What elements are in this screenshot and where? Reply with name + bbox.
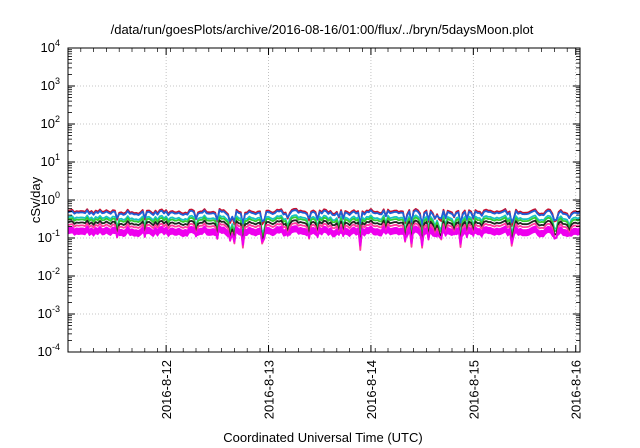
x-tick-label: 2016-8-12 — [159, 360, 174, 419]
y-tick-label: 10-3 — [38, 304, 60, 321]
series-layer — [67, 207, 581, 251]
series-line-5 — [67, 219, 581, 247]
x-tick-label: 2016-8-13 — [262, 360, 277, 419]
axes — [67, 47, 581, 353]
series-line-2 — [67, 209, 581, 226]
y-tick-label: 104 — [41, 38, 60, 55]
series-line-6 — [67, 222, 581, 251]
series-line-4 — [67, 216, 581, 243]
y-tick-label: 10-4 — [38, 342, 60, 359]
y-tick-label: 101 — [41, 152, 60, 169]
chart-title: /data/run/goesPlots/archive/2016-08-16/0… — [111, 22, 534, 37]
x-axis-label: Coordinated Universal Time (UTC) — [223, 430, 422, 445]
x-tick-label: 2016-8-14 — [364, 360, 379, 419]
x-tick-label: 2016-8-15 — [466, 360, 481, 419]
grid-lines — [68, 48, 580, 352]
series-line-3 — [67, 214, 581, 240]
y-tick-label: 10-1 — [38, 228, 60, 245]
plot-frame — [67, 47, 581, 353]
y-tick-label: 103 — [41, 76, 60, 93]
tick-labels: 10-4 10-3 10-2 10-1 100 101 102 103 104 2016-8-12… — [38, 38, 584, 419]
y-axis-label: cSv/day — [28, 176, 43, 223]
x-tick-label: 2016-8-16 — [569, 360, 584, 419]
series-line-7 — [67, 225, 581, 247]
y-tick-label: 10-2 — [38, 266, 60, 283]
y-tick-label: 100 — [41, 190, 60, 207]
y-tick-label: 102 — [41, 114, 60, 131]
